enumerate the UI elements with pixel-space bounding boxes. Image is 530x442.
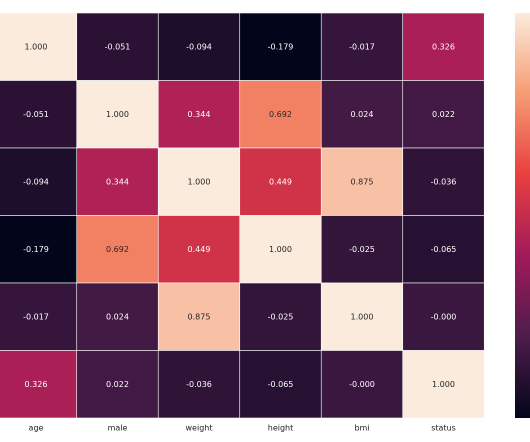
heatmap-cell	[320, 215, 404, 284]
x-tick-label: male	[108, 424, 128, 433]
cell-label: -0.179	[23, 245, 49, 254]
heatmap-cell	[76, 215, 159, 284]
heatmap-cell	[239, 80, 322, 149]
cell-label: -0.025	[349, 245, 375, 254]
heatmap-cell	[239, 215, 322, 284]
cell-label: 0.692	[106, 245, 129, 254]
heatmap-cell	[402, 350, 485, 419]
heatmap-cell	[0, 215, 78, 284]
x-tick-label: bmi	[354, 424, 369, 433]
heatmap-cell	[157, 147, 241, 216]
cell-label: -0.017	[349, 42, 375, 51]
cell-label: 0.875	[188, 312, 211, 321]
cell-label: -0.065	[268, 380, 294, 389]
cell-label: 0.875	[351, 177, 374, 186]
cell-label: -0.051	[23, 110, 49, 119]
heatmap-cell	[320, 147, 404, 216]
heatmap-cell	[157, 282, 241, 351]
heatmap-cell	[402, 215, 485, 284]
heatmap-cell	[76, 147, 159, 216]
heatmap-cell	[76, 80, 159, 149]
cell-label: 0.024	[106, 312, 129, 321]
cell-label: 1.000	[25, 42, 48, 51]
cell-label: -0.036	[431, 177, 457, 186]
heatmap-cell	[239, 350, 322, 419]
heatmap-cell	[157, 350, 241, 419]
cell-label: 0.449	[188, 245, 211, 254]
cell-label: -0.000	[431, 312, 457, 321]
cell-label: 0.022	[106, 380, 129, 389]
heatmap-cell	[0, 282, 78, 351]
cell-label: 0.326	[25, 380, 48, 389]
heatmap-cell	[239, 12, 322, 81]
x-tick-label: age	[29, 424, 44, 433]
cell-label: 1.000	[106, 110, 129, 119]
cell-label: 1.000	[351, 312, 374, 321]
cell-label: 1.000	[269, 245, 292, 254]
cell-label: 0.022	[432, 110, 455, 119]
heatmap-cell	[0, 147, 78, 216]
cell-label: -0.017	[23, 312, 49, 321]
heatmap-cell	[402, 147, 485, 216]
cell-label: -0.025	[268, 312, 294, 321]
heatmap-cell	[157, 80, 241, 149]
x-tick-label: status	[431, 424, 456, 433]
heatmap-cell	[76, 12, 159, 81]
cell-label: 1.000	[188, 177, 211, 186]
cell-label: -0.179	[268, 42, 294, 51]
heatmap-cell	[320, 350, 404, 419]
heatmap-cell	[402, 80, 485, 149]
cell-label: -0.051	[105, 42, 131, 51]
cell-label: -0.036	[186, 380, 212, 389]
heatmap-cell	[402, 12, 485, 81]
heatmap-cell	[402, 282, 485, 351]
cell-label: 0.344	[188, 110, 211, 119]
cell-label: 1.000	[432, 380, 455, 389]
x-tick-label: weight	[186, 424, 213, 433]
x-tick-label: height	[268, 424, 294, 433]
heatmap-cell	[320, 12, 404, 81]
cell-label: 0.344	[106, 177, 129, 186]
cell-label: 0.024	[351, 110, 374, 119]
colorbar	[515, 13, 530, 418]
cell-label: 0.326	[432, 42, 455, 51]
heatmap-cell	[0, 12, 78, 81]
cell-label: 0.449	[269, 177, 292, 186]
heatmap-cell	[76, 350, 159, 419]
heatmap-cell	[157, 215, 241, 284]
heatmap-cell	[76, 282, 159, 351]
cell-label: -0.094	[23, 177, 49, 186]
cell-label: -0.000	[349, 380, 375, 389]
cell-label: -0.094	[186, 42, 212, 51]
cell-label: -0.065	[431, 245, 457, 254]
cell-label: 0.692	[269, 110, 292, 119]
